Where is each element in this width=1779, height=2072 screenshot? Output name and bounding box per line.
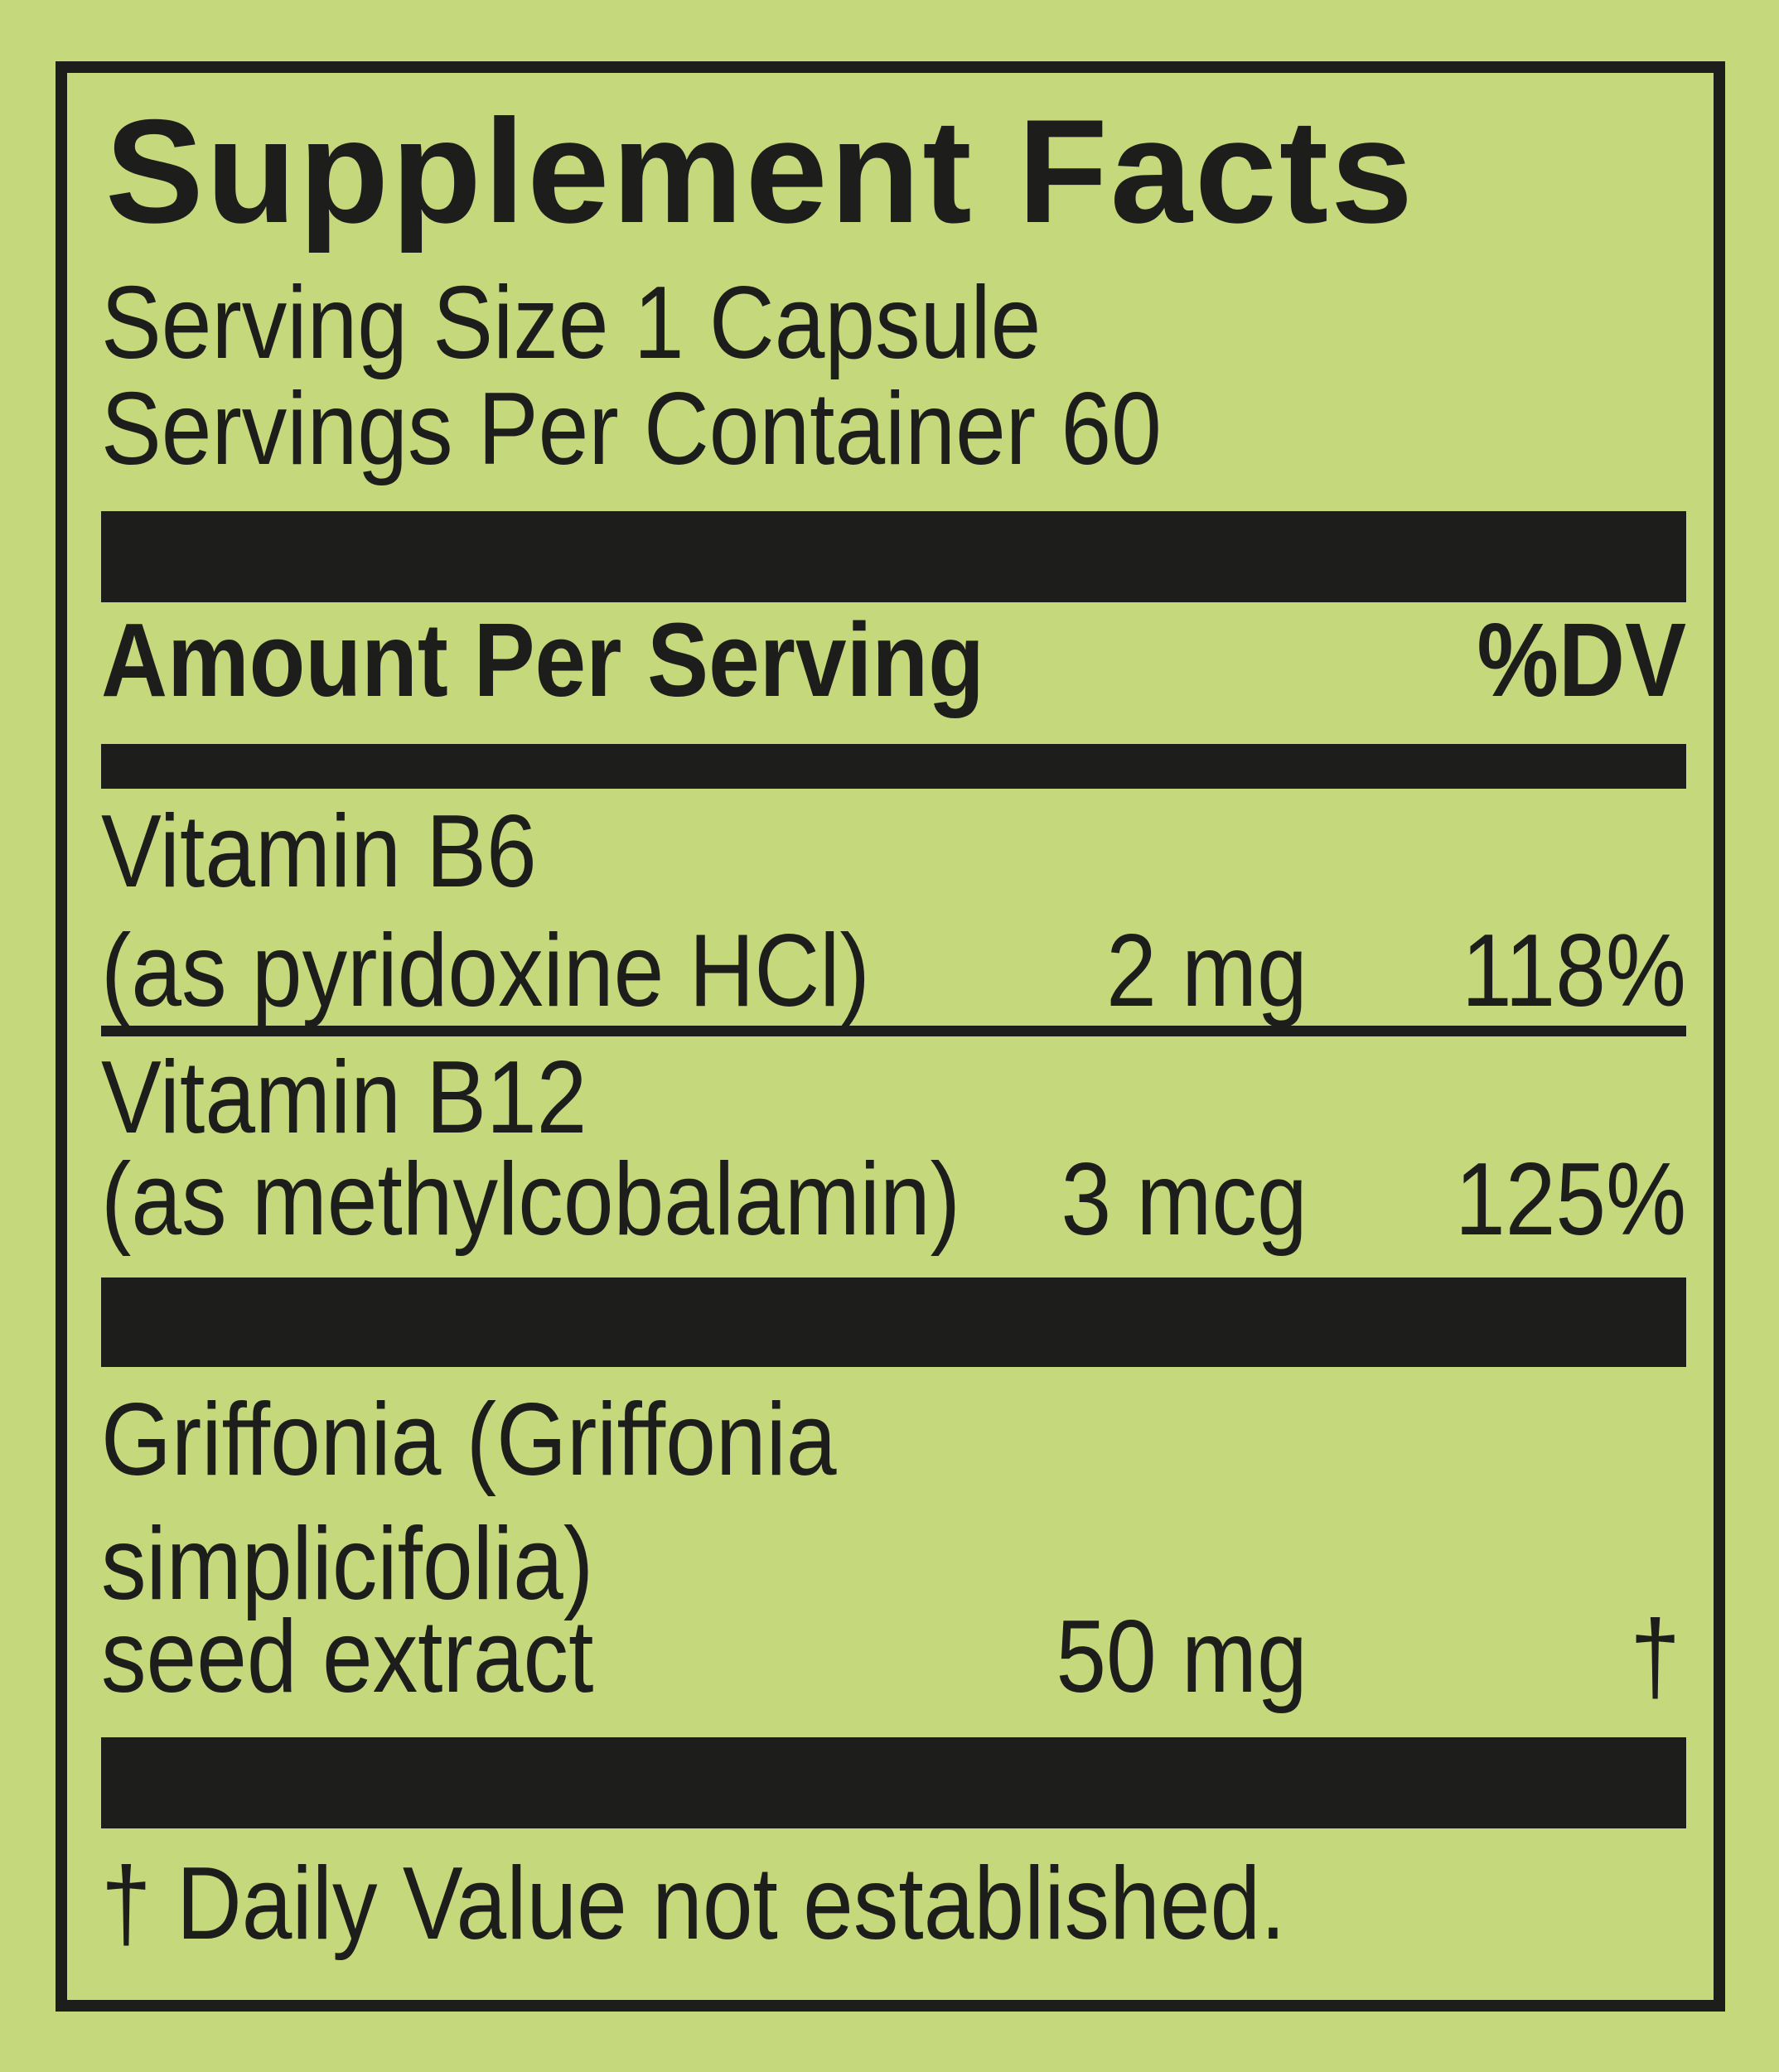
vitamin-b12-amount: 3 mcg [1061,1142,1308,1257]
daily-value-footnote: † Daily Value not established. [101,1847,1286,1961]
divider-bar-medium [101,744,1686,789]
vitamin-b12-dv: 125% [1454,1142,1686,1257]
row-separator-line [101,1026,1686,1036]
percent-dv-header: %DV [1477,601,1686,718]
divider-bar-thick-top [101,511,1686,602]
divider-bar-thick-middle [101,1277,1686,1367]
griffonia-amount: 50 mg [1056,1600,1308,1714]
supplement-facts-panel: Supplement Facts Serving Size 1 Capsule … [56,61,1725,2012]
serving-size-text: Serving Size 1 Capsule [101,266,1042,380]
griffonia-dv-dagger: † [1630,1600,1680,1714]
vitamin-b6-form: (as pyridoxine HCl) [101,914,870,1028]
vitamin-b12-name: Vitamin B12 [101,1041,587,1155]
supplement-facts-title: Supplement Facts [105,89,1416,254]
griffonia-name-line2: simplicifolia) [101,1507,594,1621]
griffonia-name-line1: Griffonia (Griffonia [101,1383,837,1497]
servings-per-container-text: Servings Per Container 60 [101,372,1162,486]
amount-per-serving-header: Amount Per Serving [101,601,984,718]
vitamin-b6-dv: 118% [1462,914,1686,1028]
divider-bar-thick-bottom [101,1737,1686,1828]
vitamin-b6-name: Vitamin B6 [101,795,537,909]
griffonia-name-line3: seed extract [101,1600,594,1714]
vitamin-b6-amount: 2 mg [1106,914,1308,1028]
vitamin-b12-form: (as methylcobalamin) [101,1142,961,1257]
